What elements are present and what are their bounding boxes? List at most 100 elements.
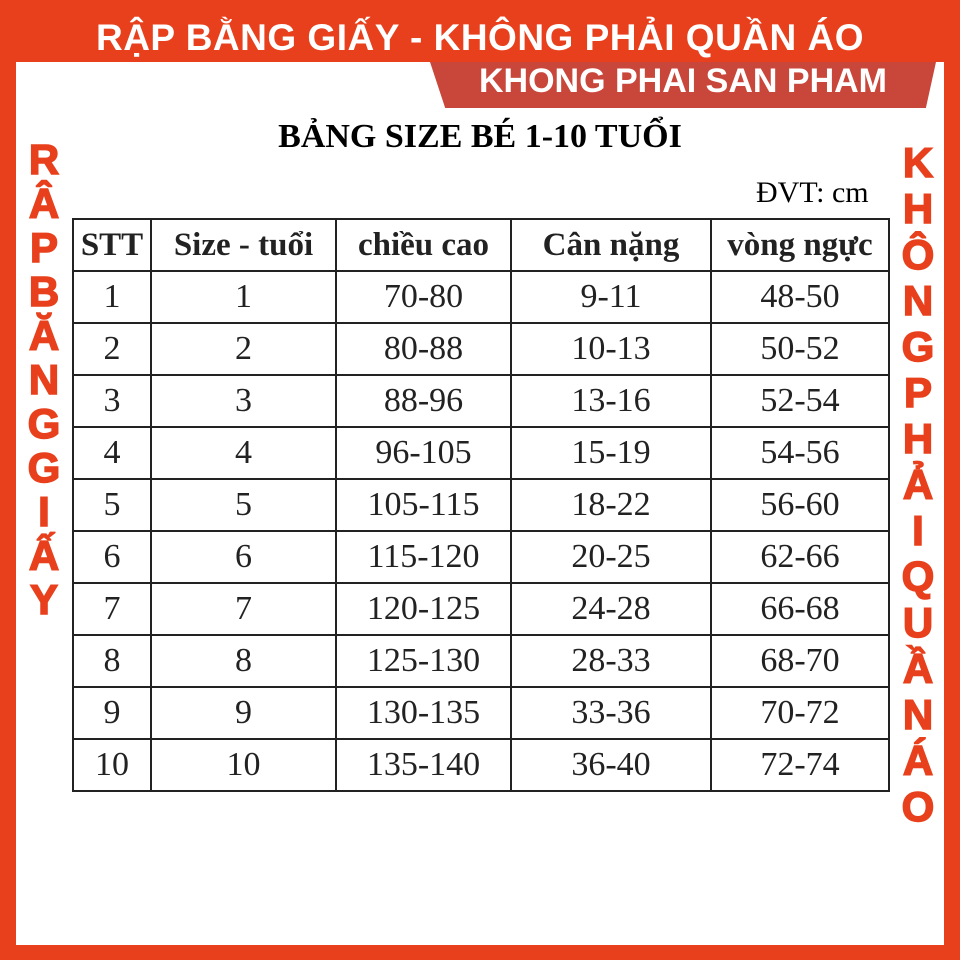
watermark-letter: Ầ [902,645,934,693]
column-header: vòng ngực [710,218,890,272]
watermark-letter: B [28,268,60,315]
table-cell: 70-72 [710,686,890,740]
table-cell: 8 [150,634,337,688]
table-cell: 50-52 [710,322,890,376]
table-cell: 24-28 [510,582,712,636]
column-header: chiều cao [335,218,512,272]
table-cell: 120-125 [335,582,512,636]
table-cell: 2 [72,322,152,376]
table-cell: 68-70 [710,634,890,688]
table-row: 6 6 115-120 20-25 62-66 [72,530,890,584]
watermark-letter: I [37,488,50,535]
table-cell: 2 [150,322,337,376]
watermark-letter: N [902,691,934,739]
table-cell: 52-54 [710,374,890,428]
watermark-letter: R [28,136,60,183]
size-table: STT Size - tuổi chiều cao Cân nặng vòng ngực… [72,218,890,792]
sub-warning-banner: KHONG PHAI SAN PHAM [430,62,936,108]
table-cell: 70-80 [335,270,512,324]
table-row: 1 1 70-80 9-11 48-50 [72,270,890,324]
watermark-letter: P [903,369,933,417]
table-row: 3 3 88-96 13-16 52-54 [72,374,890,428]
table-cell: 5 [150,478,337,532]
watermark-letter: Ô [901,231,935,279]
size-chart-image: STT Size - tuổi chiều cao Cân nặng vòng ngực… [16,62,944,945]
column-header: STT [72,218,152,272]
table-cell: 130-135 [335,686,512,740]
watermark-letter: Q [901,553,935,601]
table-cell: 6 [150,530,337,584]
table-cell: 80-88 [335,322,512,376]
table-cell: 8 [72,634,152,688]
table-row: 4 4 96-105 15-19 54-56 [72,426,890,480]
table-cell: 115-120 [335,530,512,584]
table-cell: 18-22 [510,478,712,532]
table-header-row: STT Size - tuổi chiều cao Cân nặng vòng ngực [72,218,890,272]
table-cell: 54-56 [710,426,890,480]
table-cell: 10 [150,738,337,792]
watermark-letter: Á [902,737,934,785]
watermark-letter: G [901,323,935,371]
table-cell: 56-60 [710,478,890,532]
watermark-letter: Y [29,576,59,623]
table-cell: 105-115 [335,478,512,532]
table-cell: 36-40 [510,738,712,792]
watermark-letter: Ă [28,312,60,359]
table-cell: 15-19 [510,426,712,480]
watermark-letter: P [29,224,59,271]
table-cell: 1 [150,270,337,324]
table-cell: 66-68 [710,582,890,636]
table-row: 9 9 130-135 33-36 70-72 [72,686,890,740]
watermark-letter: U [902,599,934,647]
table-cell: 9 [72,686,152,740]
watermark-letter: H [902,185,934,233]
table-cell: 3 [150,374,337,428]
watermark-letter: Ấ [28,532,60,579]
table-row: 5 5 105-115 18-22 56-60 [72,478,890,532]
chart-title: BẢNG SIZE BÉ 1-10 TUỔI [278,118,682,155]
table-cell: 13-16 [510,374,712,428]
top-warning-banner: RẬP BẰNG GIẤY - KHÔNG PHẢI QUẦN ÁO [95,17,865,58]
column-header: Size - tuổi [150,218,337,272]
table-cell: 5 [72,478,152,532]
table-cell: 7 [150,582,337,636]
watermark-letter: Ả [902,461,934,509]
watermark-letter: Â [28,180,60,227]
table-cell: 28-33 [510,634,712,688]
table-row: 10 10 135-140 36-40 72-74 [72,738,890,792]
unit-label: ĐVT: cm [756,176,869,209]
table-row: 7 7 120-125 24-28 66-68 [72,582,890,636]
table-cell: 88-96 [335,374,512,428]
watermark-letter: O [901,783,935,831]
table-cell: 7 [72,582,152,636]
table-cell: 10 [72,738,152,792]
table-cell: 3 [72,374,152,428]
table-cell: 9-11 [510,270,712,324]
table-cell: 10-13 [510,322,712,376]
watermark-letter: G [27,400,61,447]
table-cell: 135-140 [335,738,512,792]
watermark-letter: K [902,139,934,187]
watermark-letter: H [902,415,934,463]
table-cell: 4 [150,426,337,480]
watermark-letter: N [28,356,60,403]
table-cell: 62-66 [710,530,890,584]
table-cell: 4 [72,426,152,480]
table-cell: 6 [72,530,152,584]
table-cell: 96-105 [335,426,512,480]
table-cell: 1 [72,270,152,324]
table-cell: 72-74 [710,738,890,792]
watermark-letter: G [27,444,61,491]
table-cell: 48-50 [710,270,890,324]
table-row: 8 8 125-130 28-33 68-70 [72,634,890,688]
table-cell: 9 [150,686,337,740]
watermark-letter: I [911,507,924,555]
watermark-letter: N [902,277,934,325]
column-header: Cân nặng [510,218,712,272]
table-cell: 125-130 [335,634,512,688]
table-cell: 33-36 [510,686,712,740]
table-cell: 20-25 [510,530,712,584]
table-row: 2 2 80-88 10-13 50-52 [72,322,890,376]
